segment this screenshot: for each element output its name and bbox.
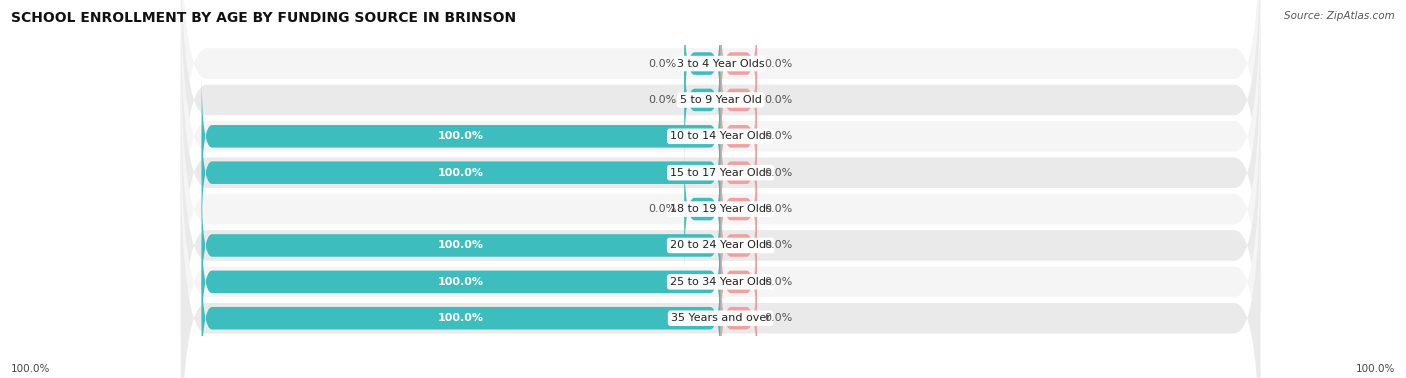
Text: 100.0%: 100.0% [439,131,484,141]
Text: 25 to 34 Year Olds: 25 to 34 Year Olds [669,277,772,287]
Text: 3 to 4 Year Olds: 3 to 4 Year Olds [676,59,765,68]
FancyBboxPatch shape [201,220,721,343]
Text: 0.0%: 0.0% [648,59,676,68]
Text: 20 to 24 Year Olds: 20 to 24 Year Olds [669,240,772,251]
Text: 0.0%: 0.0% [765,59,793,68]
FancyBboxPatch shape [720,75,756,198]
FancyBboxPatch shape [181,6,1260,339]
Text: 100.0%: 100.0% [439,240,484,251]
FancyBboxPatch shape [720,147,756,271]
FancyBboxPatch shape [181,42,1260,376]
Text: 0.0%: 0.0% [765,131,793,141]
FancyBboxPatch shape [685,147,721,271]
Text: 0.0%: 0.0% [765,95,793,105]
FancyBboxPatch shape [201,111,721,234]
Text: 0.0%: 0.0% [648,95,676,105]
FancyBboxPatch shape [181,79,1260,378]
Text: 35 Years and over: 35 Years and over [671,313,770,323]
Legend: Public School, Private School: Public School, Private School [617,376,824,378]
FancyBboxPatch shape [201,75,721,198]
FancyBboxPatch shape [720,257,756,378]
FancyBboxPatch shape [181,0,1260,230]
FancyBboxPatch shape [181,0,1260,266]
FancyBboxPatch shape [181,0,1260,303]
FancyBboxPatch shape [181,152,1260,378]
Text: 0.0%: 0.0% [765,168,793,178]
FancyBboxPatch shape [201,184,721,307]
FancyBboxPatch shape [685,39,721,161]
FancyBboxPatch shape [720,39,756,161]
Text: 0.0%: 0.0% [765,204,793,214]
Text: 15 to 17 Year Olds: 15 to 17 Year Olds [669,168,772,178]
Text: 100.0%: 100.0% [439,168,484,178]
FancyBboxPatch shape [720,111,756,234]
Text: 100.0%: 100.0% [11,364,51,374]
Text: 100.0%: 100.0% [1355,364,1395,374]
Text: 10 to 14 Year Olds: 10 to 14 Year Olds [669,131,772,141]
FancyBboxPatch shape [201,257,721,378]
Text: 0.0%: 0.0% [648,204,676,214]
FancyBboxPatch shape [685,2,721,125]
Text: 100.0%: 100.0% [439,313,484,323]
FancyBboxPatch shape [720,220,756,343]
Text: SCHOOL ENROLLMENT BY AGE BY FUNDING SOURCE IN BRINSON: SCHOOL ENROLLMENT BY AGE BY FUNDING SOUR… [11,11,516,25]
Text: Source: ZipAtlas.com: Source: ZipAtlas.com [1284,11,1395,21]
Text: 0.0%: 0.0% [765,313,793,323]
Text: 0.0%: 0.0% [765,277,793,287]
FancyBboxPatch shape [720,184,756,307]
FancyBboxPatch shape [181,115,1260,378]
Text: 5 to 9 Year Old: 5 to 9 Year Old [679,95,762,105]
Text: 18 to 19 Year Olds: 18 to 19 Year Olds [669,204,772,214]
Text: 0.0%: 0.0% [765,240,793,251]
FancyBboxPatch shape [720,2,756,125]
Text: 100.0%: 100.0% [439,277,484,287]
